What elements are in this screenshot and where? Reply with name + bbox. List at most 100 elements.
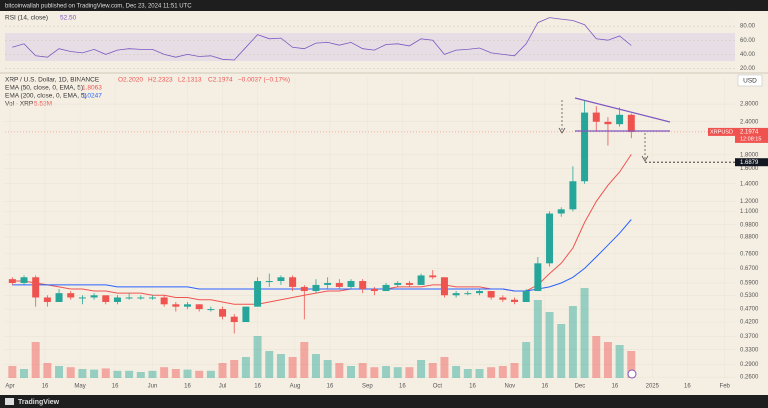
- candle-body: [464, 293, 472, 295]
- volume-bar: [487, 367, 496, 378]
- y-tick-label: 0.4200: [740, 320, 759, 326]
- candle-body: [55, 293, 63, 302]
- candle-body: [522, 291, 530, 302]
- candle-body: [569, 181, 577, 210]
- candle-body: [592, 112, 600, 122]
- y-tick-label: 1.1000: [740, 209, 759, 215]
- volume-bar: [603, 342, 612, 378]
- y-tick-label: 0.9800: [740, 222, 759, 228]
- chart-title: XRP / U.S. Dollar, 1D, BINANCE: [5, 77, 100, 84]
- ema50-legend-value: 1.8063: [82, 85, 102, 92]
- volume-bar: [276, 354, 285, 378]
- candle-body: [254, 281, 262, 307]
- candle-body: [347, 281, 355, 287]
- x-tick-label: Apr: [5, 384, 14, 390]
- ema-line: [12, 154, 632, 305]
- candle-body: [265, 281, 273, 283]
- candle-body: [324, 282, 332, 285]
- y-tick-label: 0.5300: [740, 293, 759, 299]
- event-marker[interactable]: [627, 369, 637, 379]
- candle-body: [32, 277, 40, 298]
- trendline-upper: [574, 97, 671, 123]
- y-tick-label: 0.8800: [740, 235, 759, 241]
- volume-bar: [370, 367, 379, 378]
- x-tick-label: 16: [399, 384, 406, 390]
- candle-body: [125, 297, 133, 299]
- y-tick-label: 0.3700: [740, 334, 759, 340]
- candle-body: [394, 282, 402, 285]
- candle-body: [195, 304, 203, 310]
- candle-body: [487, 291, 495, 298]
- candle-body: [557, 209, 565, 214]
- candle-body: [102, 295, 110, 302]
- candle-body: [90, 295, 98, 298]
- volume-bar: [580, 288, 589, 378]
- volume-bar: [43, 363, 52, 378]
- rsi-band: [5, 33, 735, 61]
- candle-body: [581, 112, 589, 182]
- footer-logo: TradingView: [18, 399, 60, 406]
- candle-body: [511, 299, 519, 302]
- candle-body: [370, 288, 378, 292]
- top-bar: [0, 0, 768, 11]
- volume-bar: [288, 357, 297, 378]
- candle-body: [219, 309, 227, 317]
- x-tick-label: 16: [469, 384, 476, 390]
- ohlc-value: C2.1974: [208, 77, 233, 84]
- ema200-legend: EMA (200, close, 0, EMA, 5): [5, 93, 87, 100]
- ohlc-value: H2.2323: [148, 77, 173, 84]
- rsi-tick-label: 20.00: [740, 66, 756, 72]
- volume-bar: [323, 360, 332, 378]
- candle-body: [475, 291, 483, 294]
- x-tick-label: Sep: [362, 384, 373, 390]
- volume-bar: [265, 351, 274, 378]
- volume-bar: [20, 369, 29, 378]
- candle-body: [312, 284, 320, 292]
- x-tick-label: Dec: [575, 384, 586, 390]
- candle-body: [627, 114, 635, 132]
- price-tag-text: 2.1974: [740, 129, 759, 135]
- candle-body: [546, 213, 554, 264]
- candle-body: [277, 277, 285, 282]
- candle-body: [359, 281, 367, 289]
- rsi-legend: RSI (14, close): [5, 15, 48, 22]
- volume-bar: [347, 366, 356, 378]
- volume-bar: [417, 360, 426, 378]
- ohlc-header: O2.2020 H2.2323 L2.1313 C2.1974 −0.0037 (−0.…: [118, 77, 290, 84]
- publisher-text: bitcoinwallah published on TradingView.c…: [5, 4, 192, 10]
- volume-bar: [160, 367, 169, 378]
- volume-bar: [253, 336, 262, 378]
- volume-bar: [627, 351, 636, 378]
- volume-bar: [230, 360, 239, 378]
- target-tag: [735, 158, 768, 167]
- rsi-legend-value: 52.50: [60, 15, 77, 22]
- y-tick-label: 2.8000: [740, 102, 759, 108]
- x-tick-label: Jul: [219, 384, 227, 390]
- candle-body: [137, 297, 145, 299]
- candle-body: [289, 277, 297, 287]
- volume-bar: [66, 367, 75, 378]
- x-tick-label: 16: [327, 384, 334, 390]
- volume-bar: [300, 342, 309, 378]
- candle-body: [499, 297, 507, 300]
- volume-bar: [8, 366, 17, 378]
- candle-body: [230, 316, 238, 323]
- volume-bar: [101, 368, 110, 378]
- ohlc-value: −0.0037 (−0.17%): [238, 77, 290, 84]
- candle-body: [604, 121, 612, 125]
- arrow-head: [558, 127, 566, 134]
- rsi-tick-label: 80.00: [740, 24, 756, 30]
- volume-bar: [195, 370, 204, 378]
- symbol-tag: [708, 127, 735, 136]
- currency: USD: [743, 78, 757, 85]
- volume-bar: [183, 369, 192, 378]
- ohlc-value: L2.1313: [178, 77, 202, 84]
- y-tick-label: 1.6000: [740, 166, 759, 172]
- y-tick-label: 0.7600: [740, 251, 759, 257]
- candle-body: [242, 306, 250, 323]
- candle-body: [160, 297, 168, 305]
- y-tick-label: 2.4000: [740, 119, 759, 125]
- volume-bar: [358, 363, 367, 378]
- volume-bar: [463, 369, 472, 378]
